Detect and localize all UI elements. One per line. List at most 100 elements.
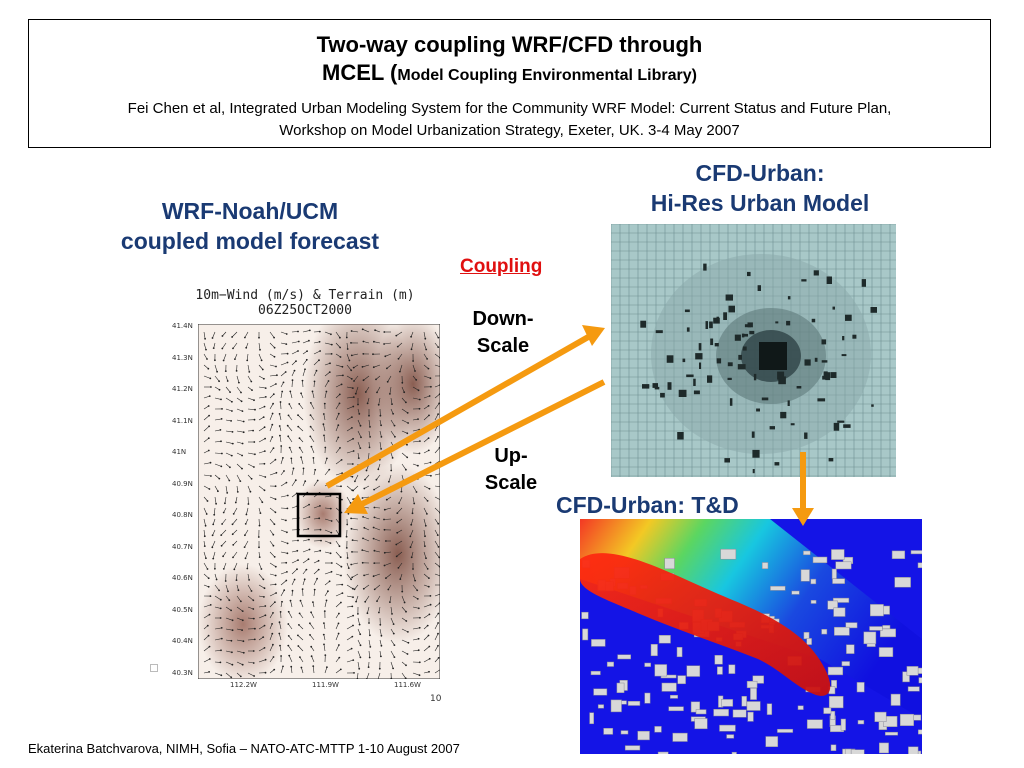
wind-vector (203, 614, 210, 619)
wind-vector-head (282, 457, 284, 459)
city-building (593, 688, 608, 696)
wind-vector-head (418, 661, 421, 664)
wind-vector-head (437, 522, 440, 525)
wind-vector-head (228, 599, 231, 602)
wind-vector (269, 612, 274, 619)
building-block (832, 306, 835, 310)
wind-vector-head (369, 646, 372, 648)
wind-vector-head (429, 377, 432, 380)
wind-vector (384, 507, 392, 510)
wind-vector-head (227, 590, 229, 593)
wind-vector-head (233, 568, 236, 571)
wind-vector-head (338, 402, 341, 405)
wind-vector (390, 617, 394, 625)
building-block (686, 327, 690, 332)
city-building (590, 670, 601, 676)
wind-vector (379, 628, 382, 636)
wind-vector-head (419, 616, 421, 619)
city-building (726, 734, 735, 739)
wind-vector-head (350, 369, 353, 372)
wind-vector-head (242, 420, 245, 423)
down-scale-line-2: Scale (476, 335, 530, 357)
wind-vector (368, 628, 371, 636)
wind-vector (291, 550, 298, 553)
wind-vector (412, 584, 418, 591)
wind-vector-head (213, 513, 216, 516)
wind-vector (236, 485, 239, 492)
wind-vector-head (389, 393, 391, 395)
wind-vector-head (401, 381, 404, 384)
wind-vector (302, 330, 310, 333)
wind-vector-head (430, 474, 432, 477)
wind-vector-head (285, 481, 288, 484)
wind-vector-head (293, 369, 296, 372)
wind-vector-head (372, 575, 375, 578)
wind-vector-head (229, 391, 231, 393)
wind-vector-head (340, 459, 343, 461)
city-building (810, 578, 817, 585)
lat-tick-label: 41.1N (172, 416, 193, 425)
wind-vector (247, 595, 254, 601)
wind-vector (214, 397, 222, 400)
city-building (686, 665, 701, 677)
wind-vector-head (318, 517, 321, 520)
wind-vector (288, 645, 293, 652)
wind-vector (302, 539, 309, 542)
wind-vector (225, 452, 232, 456)
building-block (703, 263, 707, 271)
city-building (750, 687, 757, 700)
wind-vector-head (230, 609, 232, 612)
wind-vector-head (338, 393, 341, 396)
wind-vector (236, 650, 244, 654)
wind-vector (397, 507, 403, 514)
wrf-label-line-1: WRF-Noah/UCM (161, 198, 339, 224)
wind-vector-head (323, 402, 326, 405)
wind-vector (289, 447, 293, 454)
city-building (891, 550, 906, 559)
wind-vector (269, 364, 277, 367)
building-block (728, 305, 735, 313)
wind-vector-head (380, 655, 382, 658)
wind-vector-head (215, 502, 217, 505)
wind-vector-head (207, 449, 210, 452)
wind-vector-head (385, 577, 387, 579)
lat-tick-label: 41N (172, 448, 187, 456)
wind-vector-head (407, 641, 410, 644)
city-building (668, 706, 684, 712)
cfd-mesh-image (611, 224, 896, 477)
wind-vector-head (339, 556, 342, 559)
wind-vector-head (341, 583, 344, 586)
wind-vector-head (330, 343, 333, 346)
wind-vector (214, 429, 221, 432)
wind-vector-head (410, 348, 413, 351)
down-scale-line-1: Down- (472, 308, 534, 330)
city-building (765, 736, 779, 747)
wind-vector (335, 540, 340, 547)
wind-vector-head (424, 337, 427, 340)
wind-vector-head (204, 337, 206, 340)
wind-vector-head (427, 437, 430, 439)
wind-vector-head (350, 354, 353, 357)
down-scale-label: Down- Scale (458, 306, 548, 360)
wind-vector (232, 551, 238, 558)
wind-vector-head (239, 480, 242, 482)
wind-vector-head (393, 644, 396, 646)
wind-vector-head (258, 546, 260, 549)
wind-vector (434, 657, 439, 663)
wind-vector-head (279, 611, 282, 613)
wind-vector-head (220, 465, 223, 468)
wind-vector-head (426, 513, 428, 515)
wind-vector-head (417, 418, 419, 420)
wind-vector-head (231, 651, 233, 654)
wind-vector-head (361, 497, 364, 499)
building-block (752, 449, 760, 458)
wind-vector-head (416, 478, 419, 480)
wind-vector (398, 562, 403, 569)
wind-vector-head (351, 539, 354, 541)
wind-vector (236, 617, 243, 621)
wind-vector (221, 540, 227, 547)
wind-vector-head (330, 520, 333, 522)
wind-vector-head (373, 562, 376, 564)
wind-vector-head (418, 398, 421, 401)
wind-vector-head (205, 348, 207, 351)
